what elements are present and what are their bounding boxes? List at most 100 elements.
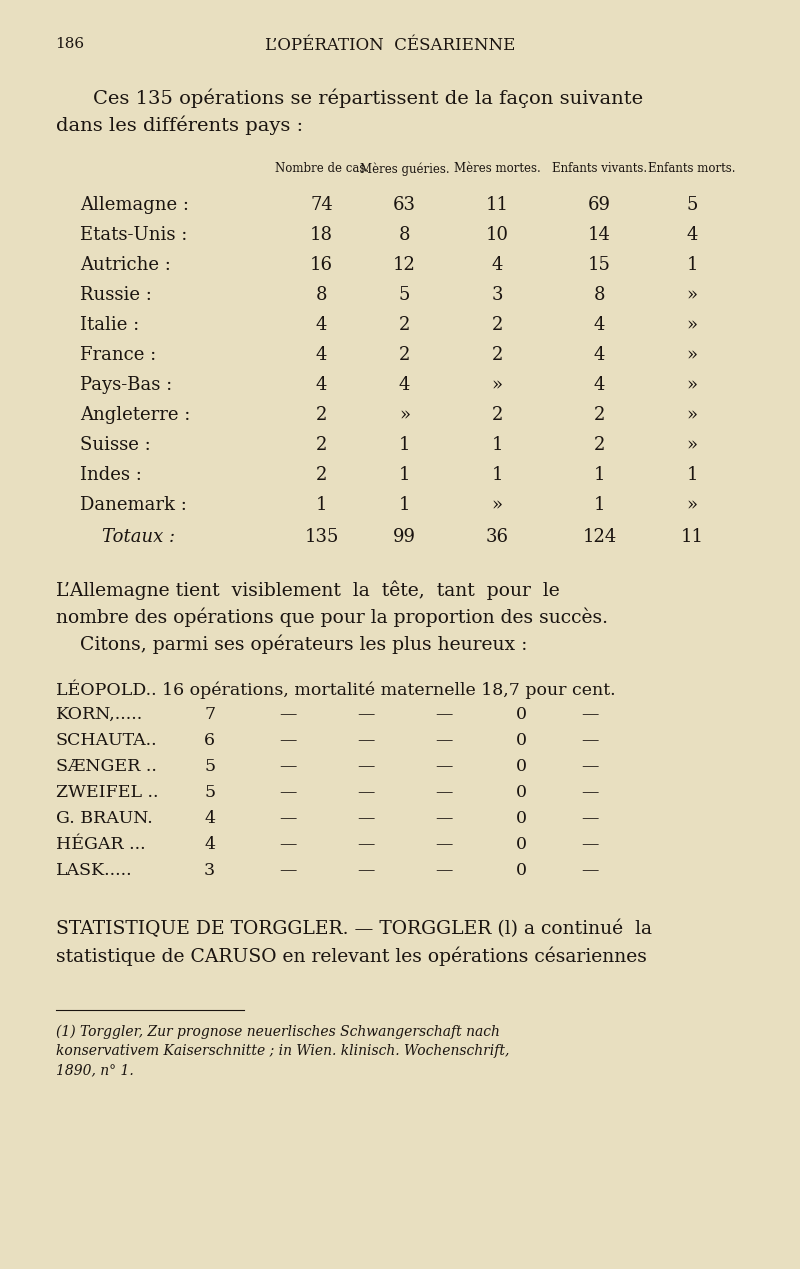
- Text: —: —: [435, 810, 452, 827]
- Text: —: —: [279, 862, 296, 879]
- Text: —: —: [357, 758, 374, 775]
- Text: 1: 1: [686, 256, 698, 274]
- Text: »: »: [686, 376, 698, 393]
- Text: »: »: [686, 437, 698, 454]
- Text: L’OPÉRATION  CÉSARIENNE: L’OPÉRATION CÉSARIENNE: [265, 37, 515, 55]
- Text: 7: 7: [204, 706, 215, 723]
- Text: —: —: [279, 784, 296, 801]
- Text: 2: 2: [399, 346, 410, 364]
- Text: SCHAUTA..: SCHAUTA..: [55, 732, 157, 749]
- Text: Russie :: Russie :: [80, 286, 152, 305]
- Text: —: —: [279, 706, 296, 723]
- Text: 63: 63: [393, 195, 416, 214]
- Text: 3: 3: [491, 286, 503, 305]
- Text: »: »: [686, 346, 698, 364]
- Text: 69: 69: [588, 195, 611, 214]
- Text: 11: 11: [681, 528, 703, 546]
- Text: 2: 2: [316, 466, 327, 483]
- Text: 4: 4: [316, 376, 327, 393]
- Text: Mères mortes.: Mères mortes.: [454, 162, 541, 175]
- Text: Enfants morts.: Enfants morts.: [648, 162, 736, 175]
- Text: Allemagne :: Allemagne :: [80, 195, 189, 214]
- Text: —: —: [581, 706, 598, 723]
- Text: 4: 4: [204, 836, 215, 853]
- Text: 4: 4: [316, 316, 327, 334]
- Text: 8: 8: [398, 226, 410, 244]
- Text: 0: 0: [516, 862, 527, 879]
- Text: Danemark :: Danemark :: [80, 496, 187, 514]
- Text: 0: 0: [516, 732, 527, 749]
- Text: Etats-Unis :: Etats-Unis :: [80, 226, 187, 244]
- Text: Totaux :: Totaux :: [102, 528, 175, 546]
- Text: 5: 5: [399, 286, 410, 305]
- Text: »: »: [491, 496, 502, 514]
- Text: 0: 0: [516, 706, 527, 723]
- Text: G. BRAUN.: G. BRAUN.: [55, 810, 152, 827]
- Text: nombre des opérations que pour la proportion des succès.: nombre des opérations que pour la propor…: [55, 607, 607, 627]
- Text: 15: 15: [588, 256, 611, 274]
- Text: »: »: [686, 316, 698, 334]
- Text: 36: 36: [486, 528, 509, 546]
- Text: 10: 10: [486, 226, 509, 244]
- Text: 0: 0: [516, 784, 527, 801]
- Text: 4: 4: [594, 346, 605, 364]
- Text: 14: 14: [588, 226, 611, 244]
- Text: —: —: [435, 732, 452, 749]
- Text: —: —: [581, 836, 598, 853]
- Text: Angleterre :: Angleterre :: [80, 406, 190, 424]
- Text: 2: 2: [491, 316, 503, 334]
- Text: 1: 1: [398, 466, 410, 483]
- Text: 2: 2: [491, 346, 503, 364]
- Text: 4: 4: [399, 376, 410, 393]
- Text: Suisse :: Suisse :: [80, 437, 150, 454]
- Text: Mères guéries.: Mères guéries.: [360, 162, 450, 175]
- Text: Enfants vivants.: Enfants vivants.: [552, 162, 647, 175]
- Text: —: —: [435, 862, 452, 879]
- Text: 124: 124: [582, 528, 617, 546]
- Text: 4: 4: [204, 810, 215, 827]
- Text: statistique de CARUSO en relevant les opérations césariennes: statistique de CARUSO en relevant les op…: [55, 947, 646, 967]
- Text: 2: 2: [316, 437, 327, 454]
- Text: »: »: [686, 286, 698, 305]
- Text: »: »: [491, 376, 502, 393]
- Text: 3: 3: [204, 862, 215, 879]
- Text: »: »: [686, 406, 698, 424]
- Text: —: —: [357, 810, 374, 827]
- Text: 1890, n° 1.: 1890, n° 1.: [55, 1063, 134, 1077]
- Text: —: —: [581, 758, 598, 775]
- Text: Pays-Bas :: Pays-Bas :: [80, 376, 172, 393]
- Text: 4: 4: [686, 226, 698, 244]
- Text: —: —: [435, 706, 452, 723]
- Text: 135: 135: [305, 528, 339, 546]
- Text: France :: France :: [80, 346, 156, 364]
- Text: —: —: [581, 810, 598, 827]
- Text: 1: 1: [594, 496, 606, 514]
- Text: —: —: [435, 758, 452, 775]
- Text: —: —: [357, 784, 374, 801]
- Text: 5: 5: [204, 758, 215, 775]
- Text: »: »: [686, 496, 698, 514]
- Text: Italie :: Italie :: [80, 316, 139, 334]
- Text: 1: 1: [491, 466, 503, 483]
- Text: —: —: [279, 810, 296, 827]
- Text: ZWEIFEL ..: ZWEIFEL ..: [55, 784, 158, 801]
- Text: 5: 5: [686, 195, 698, 214]
- Text: LASK.....: LASK.....: [55, 862, 132, 879]
- Text: 99: 99: [393, 528, 416, 546]
- Text: 2: 2: [491, 406, 503, 424]
- Text: 1: 1: [398, 437, 410, 454]
- Text: 4: 4: [491, 256, 503, 274]
- Text: 186: 186: [55, 37, 85, 51]
- Text: 74: 74: [310, 195, 333, 214]
- Text: 0: 0: [516, 810, 527, 827]
- Text: 12: 12: [393, 256, 416, 274]
- Text: 4: 4: [594, 376, 605, 393]
- Text: 8: 8: [316, 286, 327, 305]
- Text: 1: 1: [594, 466, 606, 483]
- Text: 1: 1: [398, 496, 410, 514]
- Text: dans les différents pays :: dans les différents pays :: [55, 115, 302, 135]
- Text: 2: 2: [594, 406, 605, 424]
- Text: KORN,.....: KORN,.....: [55, 706, 143, 723]
- Text: 1: 1: [686, 466, 698, 483]
- Text: Indes :: Indes :: [80, 466, 142, 483]
